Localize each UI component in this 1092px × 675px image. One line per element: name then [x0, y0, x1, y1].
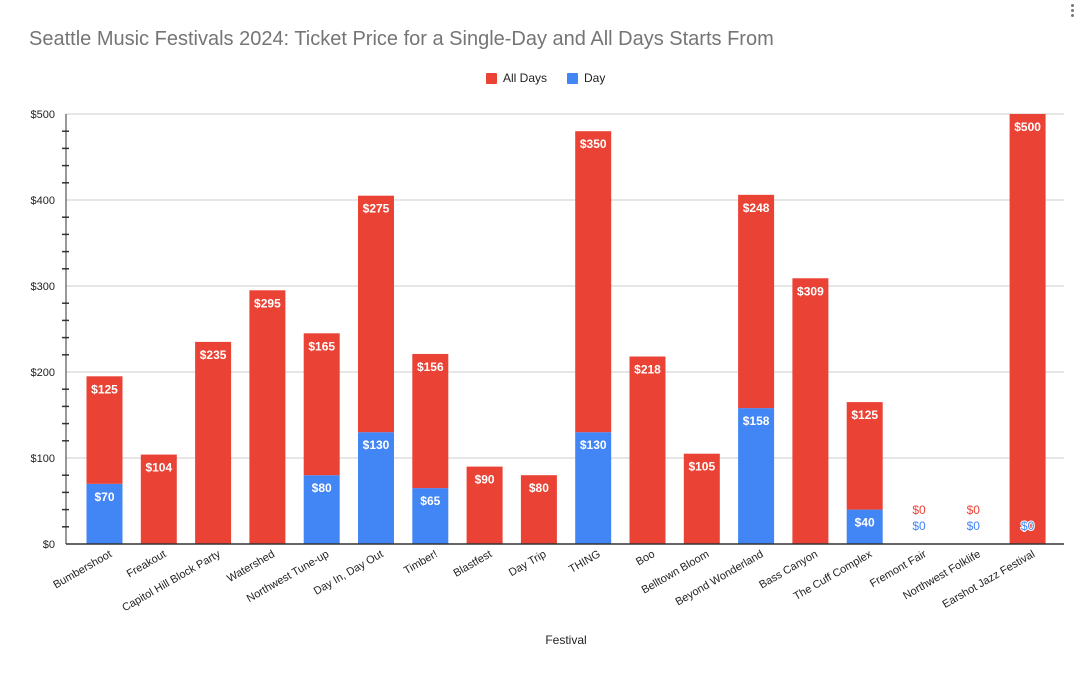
- bar-all-days: [575, 131, 612, 433]
- bar-all-days: [303, 333, 340, 476]
- legend-swatch-all-days: [486, 72, 497, 84]
- bar-all-days: [466, 466, 503, 544]
- data-label-day: $0: [967, 519, 981, 533]
- bar-all-days: [1009, 114, 1046, 544]
- data-label-all-days: $80: [529, 481, 549, 495]
- x-tick-label: Timber!: [402, 548, 440, 577]
- data-label-all-days: $218: [634, 363, 661, 377]
- data-label-day: $65: [420, 494, 440, 508]
- data-label-day: $0: [912, 519, 926, 533]
- legend: All Days Day: [486, 71, 605, 85]
- bar-day: [86, 483, 123, 544]
- legend-swatch-day: [567, 72, 579, 84]
- more-vert-icon[interactable]: [1066, 2, 1078, 22]
- data-label-day: $70: [94, 490, 114, 504]
- y-tick-label: $200: [31, 367, 55, 379]
- data-label-all-days: $309: [797, 284, 824, 298]
- data-label-all-days: $125: [91, 382, 118, 396]
- data-label-all-days: $0: [967, 503, 981, 517]
- x-tick-label: Freakout: [125, 548, 169, 580]
- bar-all-days: [520, 475, 557, 544]
- x-axis-title: Festival: [545, 633, 586, 647]
- bar-all-days: [249, 290, 286, 544]
- x-tick-label: Capitol Hill Block Party: [120, 548, 223, 614]
- data-label-all-days: $156: [417, 360, 444, 374]
- y-tick-label: $500: [31, 109, 55, 121]
- bar-all-days: [140, 454, 177, 544]
- bar-day: [303, 475, 340, 544]
- bar-all-days: [412, 353, 449, 489]
- legend-label-all-days: All Days: [503, 71, 548, 85]
- data-label-day: $80: [312, 481, 332, 495]
- bar-day: [358, 432, 394, 544]
- bar-day: [738, 408, 775, 544]
- x-tick-label: Beyond Wonderland: [673, 548, 765, 608]
- y-tick-label: $400: [31, 195, 55, 207]
- y-tick-label: $100: [31, 453, 55, 465]
- bar-day: [575, 432, 612, 544]
- data-label-all-days: $165: [308, 339, 335, 353]
- data-label-all-days: $295: [254, 296, 281, 310]
- x-tick-label: Day Trip: [507, 548, 548, 579]
- bar-all-days: [738, 194, 775, 409]
- data-label-day: $130: [363, 438, 390, 452]
- bar-day: [846, 509, 883, 544]
- y-tick-label: $300: [31, 281, 55, 293]
- bar-all-days: [86, 376, 123, 484]
- bar-all-days: [358, 195, 394, 433]
- data-label-day: $158: [743, 414, 770, 428]
- bar-all-days: [792, 278, 829, 544]
- x-tick-label: THING: [567, 548, 603, 576]
- bar-all-days: [629, 356, 666, 544]
- data-label-all-days: $248: [743, 201, 770, 215]
- data-label-all-days: $125: [851, 408, 878, 422]
- bar-all-days: [683, 453, 720, 544]
- data-label-day: $40: [855, 516, 875, 530]
- data-label-all-days: $235: [200, 348, 227, 362]
- data-label-all-days: $90: [475, 473, 495, 487]
- legend-label-day: Day: [584, 71, 606, 85]
- data-label-day: $0: [1021, 519, 1035, 533]
- y-tick-label: $0: [43, 539, 55, 551]
- data-label-all-days: $105: [688, 460, 715, 474]
- data-label-all-days: $0: [912, 503, 926, 517]
- data-label-day: $130: [580, 438, 607, 452]
- bar-all-days: [195, 341, 232, 544]
- data-label-all-days: $104: [145, 461, 172, 475]
- bar-day: [412, 488, 449, 544]
- x-tick-label: Boo: [634, 548, 657, 568]
- data-label-all-days: $275: [363, 202, 390, 216]
- data-label-all-days: $500: [1014, 120, 1041, 134]
- data-label-all-days: $350: [580, 137, 607, 151]
- x-tick-label: Blastfest: [452, 548, 495, 579]
- bar-all-days: [846, 402, 883, 510]
- x-tick-label: Earshot Jazz Festival: [941, 548, 1038, 611]
- x-tick-label: Bumbershoot: [51, 548, 114, 591]
- chart-title: Seattle Music Festivals 2024: Ticket Pri…: [29, 28, 774, 50]
